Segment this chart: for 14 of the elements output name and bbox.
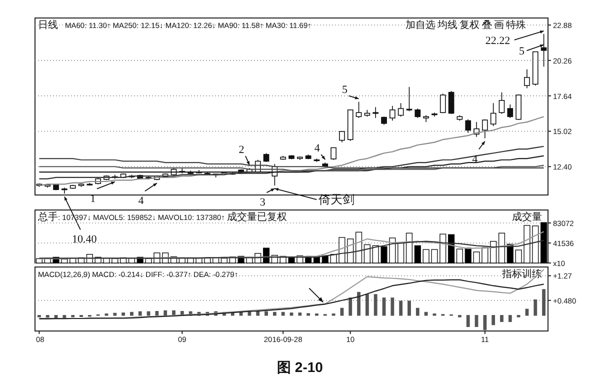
annotation: 4 xyxy=(314,142,320,155)
subtitle: 成交量 xyxy=(512,212,542,223)
title: 日线 xyxy=(38,20,58,31)
annotation: 3 xyxy=(260,196,266,209)
annotation: 2 xyxy=(238,144,244,156)
annotation: 1 xyxy=(90,192,96,205)
annotation: 加自选 均线 复权 叠 画 特殊 xyxy=(406,20,526,31)
annotation: 4 xyxy=(138,195,144,208)
annotation: 倚天剑 xyxy=(318,192,355,207)
annotation: 5 xyxy=(519,46,525,58)
annotation: 10.40 xyxy=(72,234,97,246)
annotation: 5 xyxy=(342,84,348,96)
annotation: 图 2-10 xyxy=(277,359,323,375)
annotation: 22.22 xyxy=(485,34,510,47)
